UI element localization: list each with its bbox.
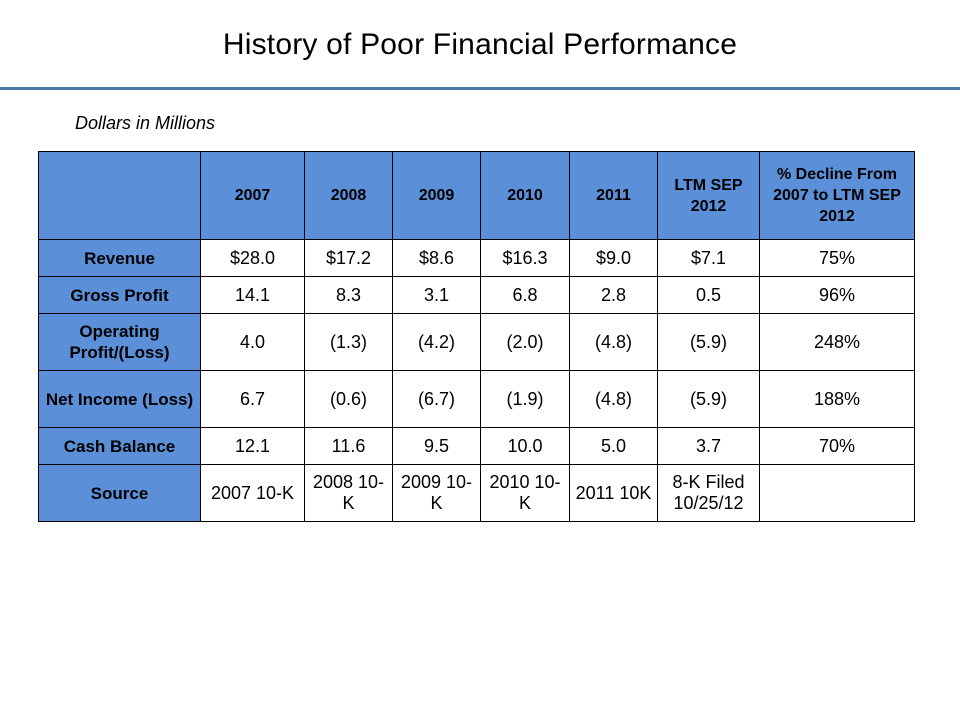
table-cell: $8.6 [392,239,481,277]
table-cell: 11.6 [304,427,393,465]
table-cell: $28.0 [200,239,305,277]
table-cell: 8.3 [304,276,393,314]
table-cell: 70% [759,427,915,465]
table-cell: 2.8 [569,276,658,314]
table-cell: $17.2 [304,239,393,277]
table-row: Net Income (Loss) 6.7 (0.6) (6.7) (1.9) … [38,370,915,428]
table-row: Cash Balance 12.1 11.6 9.5 10.0 5.0 3.7 … [38,427,915,465]
table-cell: (0.6) [304,370,393,428]
table-cell: 2010 10-K [480,464,570,522]
table-cell: 2008 10-K [304,464,393,522]
table-cell: 12.1 [200,427,305,465]
table-cell: 248% [759,313,915,371]
table-cell: (6.7) [392,370,481,428]
slide-title: History of Poor Financial Performance [222,28,738,61]
table-row: Gross Profit 14.1 8.3 3.1 6.8 2.8 0.5 96… [38,276,915,314]
row-label: Source [38,464,201,522]
row-label: Revenue [38,239,201,277]
table-cell: $9.0 [569,239,658,277]
table-cell: 6.8 [480,276,570,314]
table-cell: (5.9) [657,313,760,371]
table-row: Source 2007 10-K 2008 10-K 2009 10-K 201… [38,464,915,522]
header-ltm: LTM SEP 2012 [657,151,760,240]
table-cell: 4.0 [200,313,305,371]
table-cell: 14.1 [200,276,305,314]
table-cell: 9.5 [392,427,481,465]
table-cell: 2011 10K [569,464,658,522]
header-decline: % Decline From 2007 to LTM SEP 2012 [759,151,915,240]
header-2009: 2009 [392,151,481,240]
table-cell: $7.1 [657,239,760,277]
table-cell [759,464,915,522]
table-cell: 0.5 [657,276,760,314]
header-2010: 2010 [480,151,570,240]
units-note: Dollars in Millions [75,113,216,133]
table-cell: 188% [759,370,915,428]
header-corner [38,151,201,240]
row-label: Operating Profit/(Loss) [38,313,201,371]
table-cell: 75% [759,239,915,277]
row-label: Net Income (Loss) [38,370,201,428]
table-cell: (1.3) [304,313,393,371]
table-cell: 96% [759,276,915,314]
table-cell: (4.2) [392,313,481,371]
table-header-row: 2007 2008 2009 2010 2011 LTM SEP 2012 % … [38,151,915,240]
table-cell: 2007 10-K [200,464,305,522]
table-cell: 3.7 [657,427,760,465]
table-cell: 10.0 [480,427,570,465]
table-cell: (5.9) [657,370,760,428]
header-2007: 2007 [200,151,305,240]
financial-table: 2007 2008 2009 2010 2011 LTM SEP 2012 % … [38,151,915,522]
table-cell: 6.7 [200,370,305,428]
table-cell: (1.9) [480,370,570,428]
header-2011: 2011 [569,151,658,240]
table-cell: $16.3 [480,239,570,277]
table-cell: 2009 10-K [392,464,481,522]
title-divider [0,87,960,90]
row-label: Cash Balance [38,427,201,465]
header-2008: 2008 [304,151,393,240]
row-label: Gross Profit [38,276,201,314]
table-cell: (4.8) [569,370,658,428]
table-cell: 8-K Filed 10/25/12 [657,464,760,522]
table-cell: (4.8) [569,313,658,371]
table-row: Revenue $28.0 $17.2 $8.6 $16.3 $9.0 $7.1… [38,239,915,277]
table-cell: (2.0) [480,313,570,371]
table-cell: 3.1 [392,276,481,314]
table-cell: 5.0 [569,427,658,465]
table-row: Operating Profit/(Loss) 4.0 (1.3) (4.2) … [38,313,915,371]
